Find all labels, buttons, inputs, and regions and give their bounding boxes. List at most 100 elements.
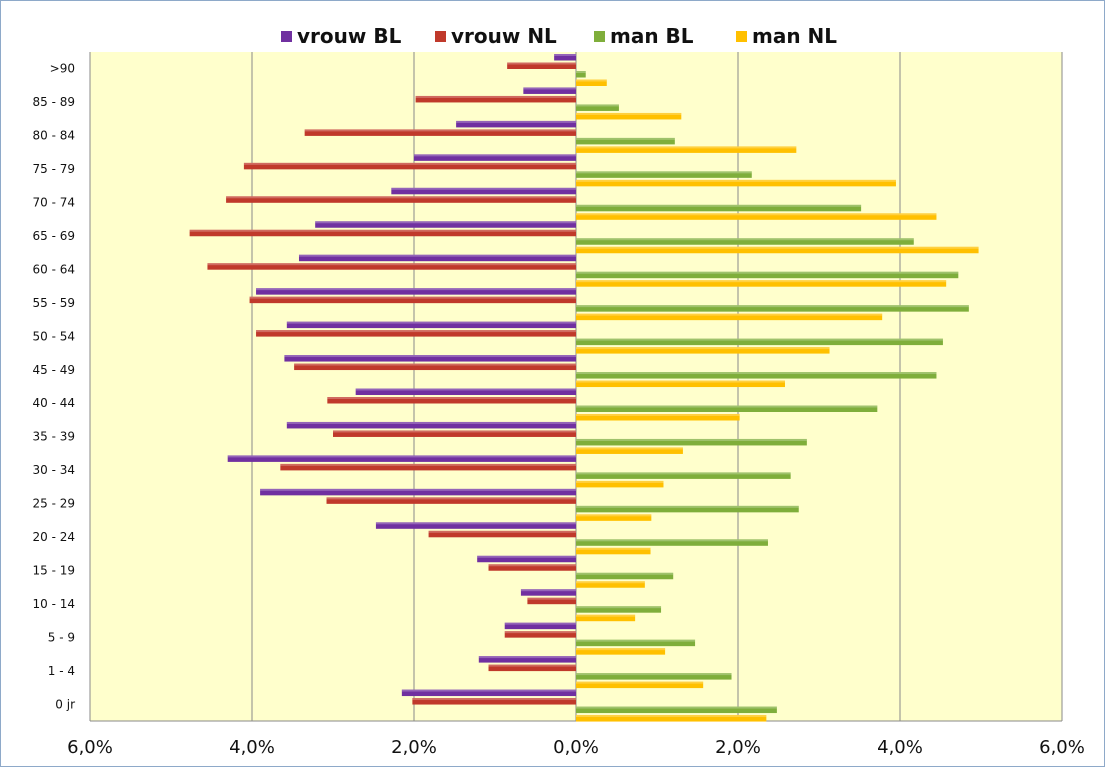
legend: vrouw BL vrouw NL man BL man NL: [281, 24, 837, 48]
bar-man-nl: [576, 581, 645, 588]
bar-highlight: [504, 631, 576, 634]
y-tick-label: 10 - 14: [33, 597, 76, 611]
bar-vrouw-bl: [414, 154, 576, 161]
bar-highlight: [256, 288, 576, 291]
y-tick-labels: 0 jr 1 - 4 5 - 9 10 - 14 15 - 19 20 - 24 25 - …: [33, 62, 76, 712]
bar-highlight: [488, 564, 576, 567]
legend-swatch: [281, 31, 292, 42]
bar-highlight: [576, 271, 959, 274]
legend-swatch: [594, 31, 605, 42]
bar-highlight: [576, 514, 652, 517]
bar-man-nl: [576, 213, 937, 220]
bar-highlight: [576, 614, 636, 617]
bar-man-nl: [576, 146, 797, 153]
y-tick-label: 1 - 4: [48, 664, 75, 678]
bar-highlight: [375, 522, 576, 525]
bar-vrouw-nl: [280, 463, 576, 471]
bar-man-bl: [576, 271, 959, 279]
bar-highlight: [576, 447, 683, 450]
bar-highlight: [249, 296, 576, 299]
bar-man-bl: [576, 505, 799, 513]
bar-man-bl: [576, 539, 768, 546]
bar-vrouw-bl: [523, 87, 576, 94]
y-tick-label: 35 - 39: [33, 430, 76, 444]
bar-highlight: [576, 472, 791, 475]
bar-highlight: [576, 338, 943, 341]
bar-highlight: [298, 254, 576, 257]
y-tick-label: 85 - 89: [33, 95, 76, 109]
bar-vrouw-bl: [401, 689, 576, 697]
bar-man-bl: [576, 572, 674, 580]
bar-vrouw-bl: [355, 388, 576, 395]
bar-highlight: [415, 95, 576, 98]
bar-highlight: [576, 648, 666, 651]
bar-man-bl: [576, 372, 937, 379]
bar-highlight: [488, 664, 576, 667]
bar-vrouw-bl: [286, 421, 576, 429]
bar-highlight: [576, 313, 883, 316]
bar-highlight: [576, 572, 674, 575]
bar-vrouw-nl: [304, 129, 576, 136]
bar-highlight: [576, 280, 947, 283]
bar-highlight: [576, 171, 752, 174]
bar-vrouw-nl: [428, 530, 576, 538]
y-tick-label: 15 - 19: [33, 563, 76, 577]
bar-highlight: [286, 421, 576, 424]
bars: [189, 54, 979, 722]
bar-man-nl: [576, 179, 896, 187]
bar-highlight: [576, 238, 914, 241]
bar-highlight: [576, 681, 704, 684]
bar-vrouw-bl: [284, 355, 576, 362]
bar-vrouw-nl: [488, 664, 576, 672]
bar-vrouw-bl: [256, 288, 576, 295]
y-tick-label: 55 - 59: [33, 296, 76, 310]
bar-vrouw-nl: [488, 564, 576, 571]
x-tick-label: 6,0%: [1039, 737, 1085, 758]
bar-highlight: [412, 698, 576, 701]
bar-man-bl: [576, 71, 586, 78]
bar-vrouw-nl: [504, 631, 576, 638]
bar-vrouw-nl: [294, 363, 576, 371]
bar-man-bl: [576, 238, 914, 245]
bar-man-nl: [576, 447, 683, 454]
bar-highlight: [576, 706, 777, 709]
legend-swatch: [435, 31, 446, 42]
bar-man-bl: [576, 137, 675, 145]
bar-highlight: [286, 321, 576, 324]
x-tick-label: 0,0%: [553, 737, 599, 758]
bar-man-nl: [576, 414, 740, 421]
bar-highlight: [576, 179, 896, 182]
bar-highlight: [576, 71, 586, 73]
bar-vrouw-bl: [375, 522, 576, 529]
y-tick-label: 40 - 44: [33, 396, 76, 410]
bar-highlight: [576, 137, 675, 140]
bar-highlight: [576, 715, 767, 718]
y-tick-label: 0 jr: [55, 697, 75, 711]
bar-highlight: [576, 539, 768, 542]
bar-man-bl: [576, 639, 696, 647]
bar-man-bl: [576, 305, 969, 312]
bar-man-nl: [576, 547, 651, 555]
y-tick-label: 45 - 49: [33, 363, 76, 377]
bar-man-nl: [576, 614, 636, 622]
x-tick-label: 2,0%: [391, 737, 437, 758]
bar-vrouw-nl: [327, 397, 576, 404]
bar-vrouw-nl: [243, 162, 576, 170]
bar-man-nl: [576, 480, 664, 488]
y-tick-label: 70 - 74: [33, 196, 76, 210]
bar-vrouw-nl: [189, 229, 576, 237]
bar-highlight: [477, 555, 576, 558]
bar-man-nl: [576, 347, 830, 354]
legend-label: man BL: [610, 24, 694, 48]
bar-highlight: [280, 463, 576, 466]
bar-highlight: [554, 54, 576, 56]
bar-highlight: [478, 656, 576, 659]
y-tick-label: 80 - 84: [33, 129, 76, 143]
bar-vrouw-bl: [504, 622, 576, 630]
legend-label: vrouw NL: [451, 24, 557, 48]
bar-man-nl: [576, 681, 704, 689]
x-tick-label: 6,0%: [67, 737, 113, 758]
bar-man-nl: [576, 514, 652, 521]
bar-vrouw-bl: [227, 455, 576, 462]
